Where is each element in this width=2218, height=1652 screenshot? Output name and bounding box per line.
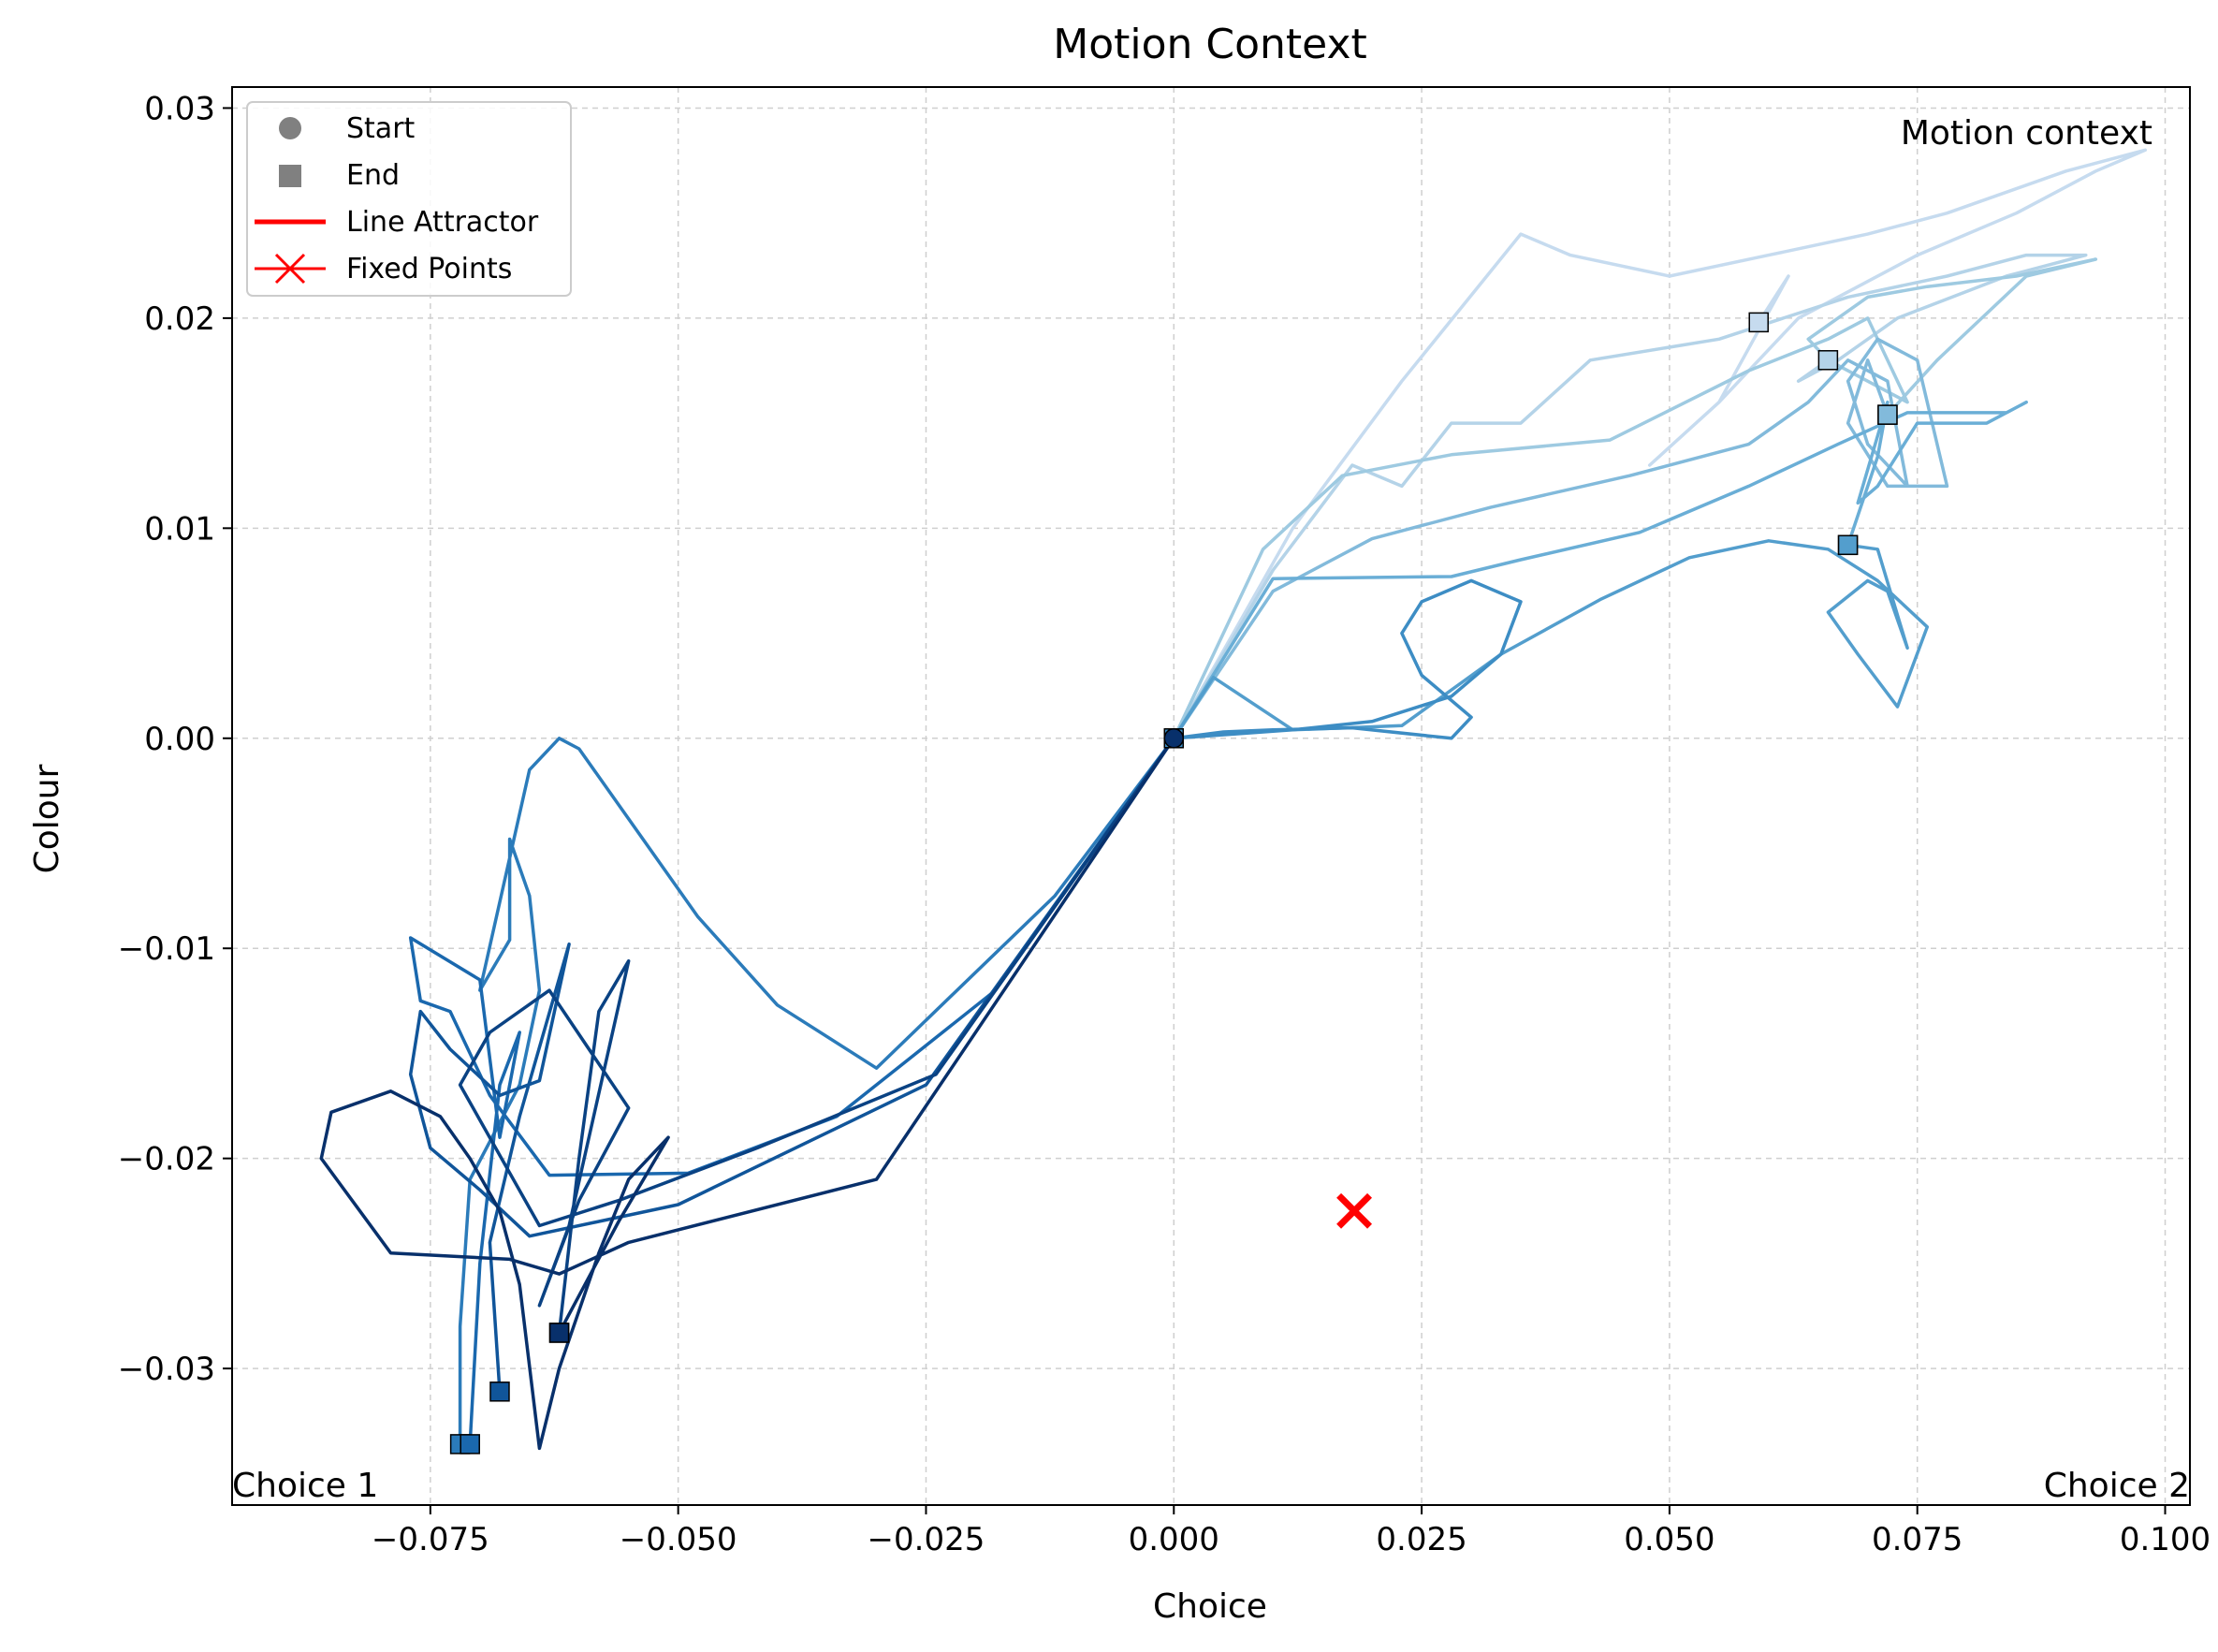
trajectory-line-11 (458, 737, 1176, 1335)
trajectory-line-3 (1172, 257, 2098, 740)
legend-line-attractor-label: Line Attractor (346, 206, 539, 239)
y-tick-label: −0.03 (118, 1351, 215, 1388)
trajectory-line-2 (1172, 253, 2088, 740)
trajectory-line-12 (319, 737, 1176, 1451)
trajectory-start-marker (1163, 728, 1185, 749)
chart-title: Motion Context (1053, 21, 1367, 68)
x-tick-label: 0.000 (1129, 1521, 1219, 1558)
x-tick-label: 0.050 (1624, 1521, 1715, 1558)
x-axis-ticks: −0.075 −0.050 −0.025 0.000 0.025 0.050 0.075 0.… (372, 1505, 2211, 1558)
legend-end-marker (279, 165, 301, 187)
x-tick-label: −0.075 (372, 1521, 489, 1558)
legend-fixed-points-label: Fixed Points (346, 253, 512, 285)
legend-box (246, 101, 572, 297)
x-axis-label: Choice (1153, 1587, 1267, 1626)
y-tick-label: 0.02 (144, 300, 215, 338)
x-tick-label: −0.025 (868, 1521, 985, 1558)
legend: Start End Line Attractor Fixed Points (246, 101, 572, 297)
y-axis-label: Colour (28, 764, 66, 873)
x-tick-label: 0.100 (2120, 1521, 2211, 1558)
trajectory-line-1 (1172, 148, 2148, 740)
trajectory-end-marker-4 (1877, 404, 1898, 425)
trajectory-end-marker-9 (460, 1434, 480, 1455)
annotation-choice-2: Choice 2 (2044, 1467, 2190, 1505)
series-layer (319, 148, 2148, 1451)
trajectory-end-marker-12 (548, 1323, 570, 1343)
legend-end-label: End (346, 159, 400, 192)
y-tick-label: 0.01 (144, 510, 215, 548)
trajectory-end-marker-6 (1837, 534, 1859, 556)
x-tick-label: 0.025 (1376, 1521, 1467, 1558)
legend-fixed-points-marker (274, 253, 306, 285)
plot-area-frame (231, 86, 2191, 1506)
trajectory-end-marker-2 (1817, 350, 1839, 371)
y-tick-label: 0.03 (144, 90, 215, 127)
y-tick-label: −0.02 (118, 1141, 215, 1178)
trajectory-line-10 (408, 737, 1176, 1394)
x-tick-label: 0.075 (1872, 1521, 1963, 1558)
y-axis-ticks: −0.03 −0.02 −0.01 0.00 0.01 0.02 0.03 (118, 90, 232, 1388)
trajectory-end-marker-10 (489, 1382, 510, 1402)
annotation-choice-1: Choice 1 (232, 1467, 378, 1505)
annotation-motion-context: Motion context (1901, 114, 2152, 153)
trajectory-line-5 (1172, 400, 2028, 740)
legend-start-marker (279, 117, 301, 139)
markers-layer (449, 312, 1898, 1455)
legend-start-label: Start (346, 112, 416, 145)
gridlines (232, 87, 2190, 1505)
fixed-point-marker-1 (1336, 1192, 1373, 1229)
y-tick-label: −0.01 (118, 930, 215, 968)
trajectory-line-7 (1172, 578, 1523, 740)
trajectory-line-4 (1172, 337, 1949, 740)
trajectory-end-marker-1 (1748, 312, 1769, 333)
x-tick-label: −0.050 (620, 1521, 737, 1558)
trajectory-line-6 (1172, 539, 1930, 740)
y-tick-label: 0.00 (144, 721, 215, 758)
